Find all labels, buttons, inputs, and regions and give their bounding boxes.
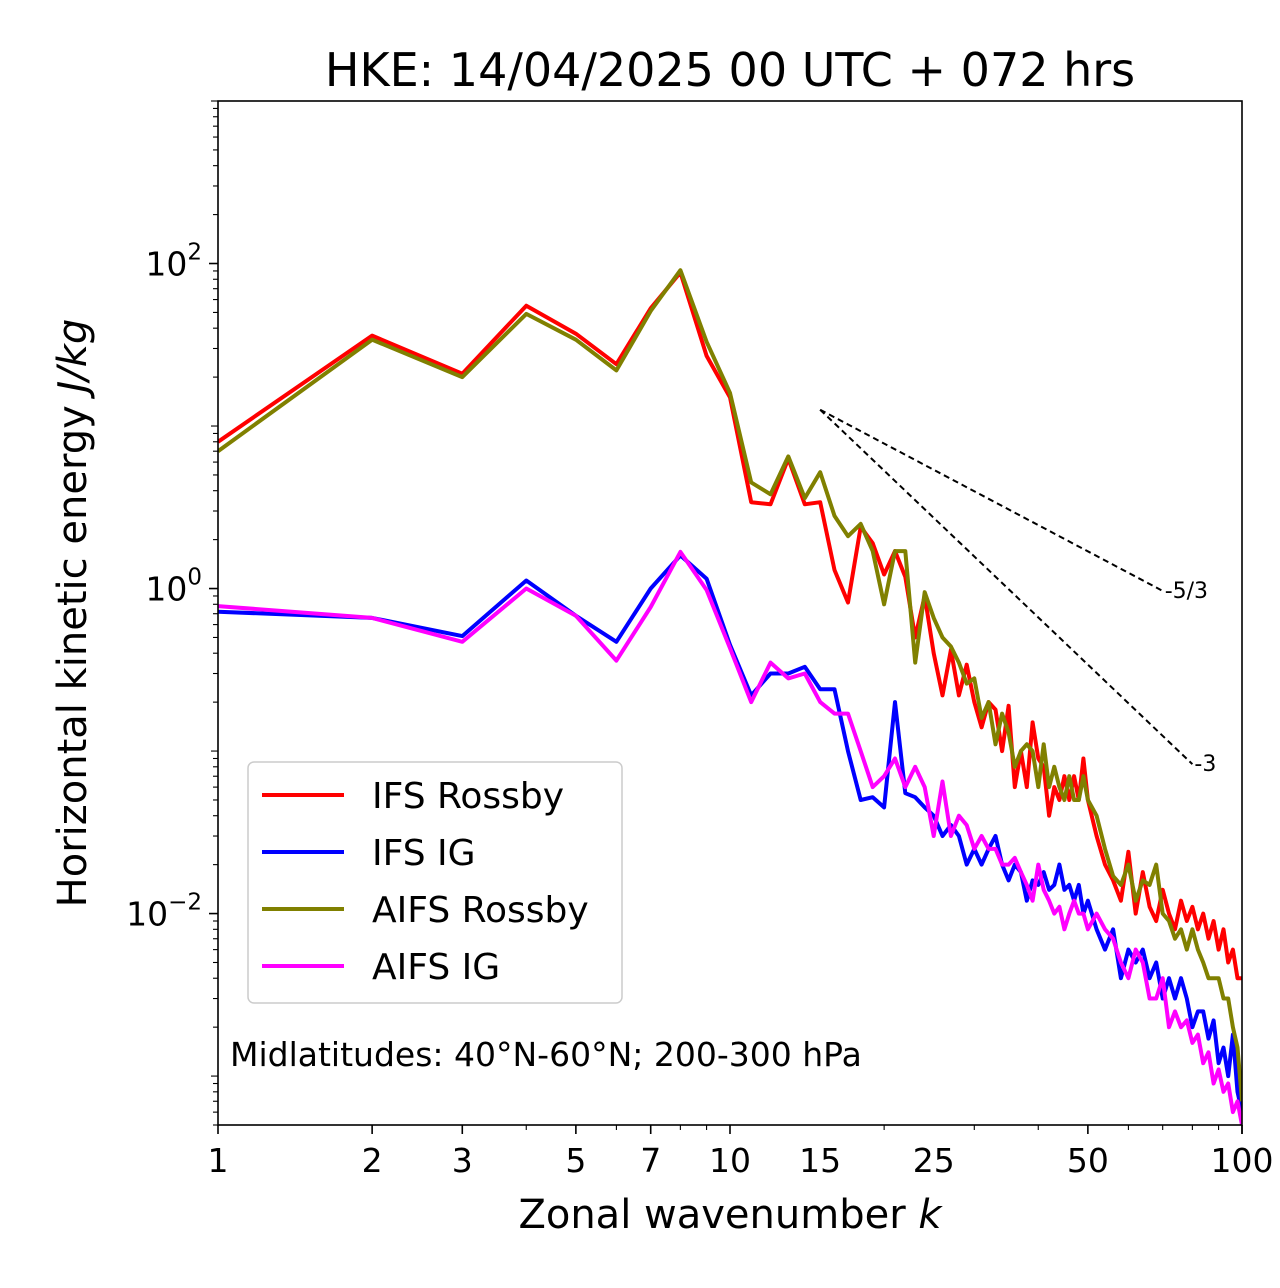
reference-slopes: -5/3 -3 [819, 408, 1216, 777]
legend-label: IFS Rossby [372, 776, 564, 817]
y-tick-exponent: 0 [187, 565, 202, 591]
series-line [218, 549, 1242, 1125]
legend-label: IFS IG [372, 833, 476, 874]
y-tick-base: 10 [145, 570, 187, 609]
x-tick-label: 1 [208, 1141, 229, 1180]
x-tick-label: 2 [362, 1141, 383, 1180]
x-tick-label: 7 [640, 1141, 661, 1180]
x-tick-label: 100 [1211, 1141, 1274, 1180]
y-axis-label: Horizontal kinetic energy J/kg [50, 319, 96, 908]
legend-entries: IFS Rossby IFS IG AIFS Rossby AIFS IG [262, 776, 589, 988]
x-tick-label: 5 [565, 1141, 586, 1180]
y-tick-base: 10 [145, 245, 187, 284]
x-axis-label-var: k [918, 1192, 943, 1238]
x-tick-label: 50 [1067, 1141, 1109, 1180]
legend: IFS Rossby IFS IG AIFS Rossby AIFS IG [247, 761, 623, 1004]
y-tick-label: 100 [145, 565, 202, 609]
x-tick-label: 3 [452, 1141, 473, 1180]
legend-label: AIFS IG [372, 947, 500, 988]
x-tick-label: 15 [799, 1141, 841, 1180]
y-tick-exponent: −2 [168, 890, 202, 916]
x-axis-ticks: 1 2 3 5 7 10 15 25 50 100 [208, 1125, 1274, 1180]
reference-slope-label: -3 [1194, 752, 1216, 777]
series-line [218, 553, 1242, 1113]
reference-slope-label: -5/3 [1165, 579, 1208, 604]
chart-title: HKE: 14/04/2025 00 UTC + 072 hrs [325, 43, 1135, 97]
y-tick-base: 10 [126, 895, 168, 934]
y-tick-exponent: 2 [187, 240, 202, 266]
series-line [218, 268, 1242, 1102]
y-tick-label: 10−2 [126, 890, 202, 934]
region-annotation: Midlatitudes: 40°N-60°N; 200-300 hPa [230, 1035, 862, 1074]
y-axis-label-unit: J/kg [50, 319, 96, 400]
y-axis-label-text: Horizontal kinetic energy [50, 393, 96, 908]
legend-box [247, 761, 623, 1004]
y-tick-label: 102 [145, 240, 202, 284]
x-axis-label-text: Zonal wavenumber [518, 1192, 918, 1238]
series-lines [218, 268, 1242, 1125]
legend-label: AIFS Rossby [372, 890, 589, 931]
x-axis-label: Zonal wavenumber k [518, 1192, 943, 1238]
x-tick-label: 25 [913, 1141, 955, 1180]
reference-slope-line [819, 408, 1164, 592]
x-tick-label: 10 [709, 1141, 751, 1180]
reference-slope-line [819, 408, 1194, 765]
